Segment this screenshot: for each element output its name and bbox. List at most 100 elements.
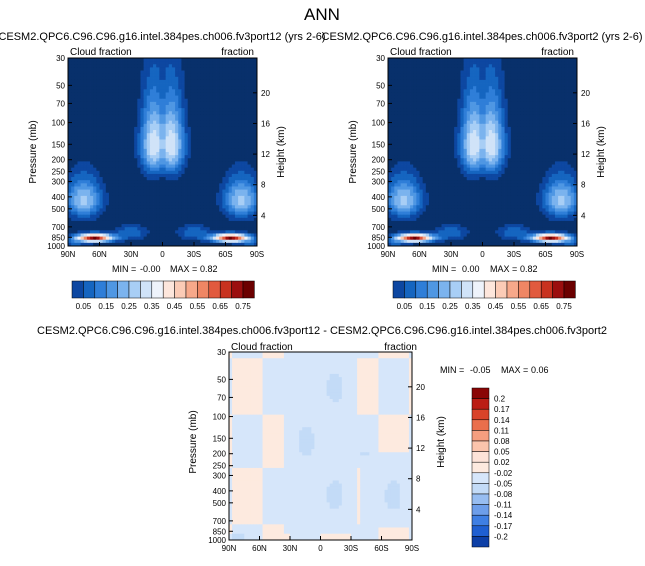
heatmap-cell [147, 143, 151, 147]
heatmap-cell [131, 233, 135, 237]
heatmap-cell [232, 155, 236, 159]
heatmap-cell [420, 83, 424, 87]
heatmap-cell [150, 224, 154, 228]
heatmap-cell [122, 186, 126, 190]
heatmap-cell [156, 196, 160, 200]
heatmap-cell [222, 180, 226, 184]
heatmap-cell [137, 212, 141, 216]
x-tick-label: 90N [61, 250, 76, 259]
heatmap-cell [96, 237, 100, 241]
heatmap-cell [103, 89, 107, 93]
heatmap-cell [109, 102, 113, 106]
heatmap-cell [232, 118, 236, 122]
heatmap-cell [181, 149, 185, 153]
heatmap-cell [137, 89, 141, 93]
heatmap-cell [163, 171, 167, 175]
heatmap-cell [486, 105, 490, 109]
heatmap-cell [166, 205, 170, 209]
heatmap-cell [188, 183, 192, 187]
heatmap-cell [222, 143, 226, 147]
heatmap-cell [505, 71, 509, 75]
heatmap-cell [457, 102, 461, 106]
heatmap-cell [93, 237, 97, 241]
heatmap-cell [90, 233, 94, 237]
heatmap-cell [216, 149, 220, 153]
heatmap-cell [87, 130, 91, 134]
heatmap-cell [112, 218, 116, 222]
heatmap-cell [74, 111, 78, 115]
heatmap-cell [438, 96, 442, 100]
heatmap-cell [476, 121, 480, 125]
heatmap-cell [410, 124, 414, 128]
heatmap-cell [197, 237, 201, 241]
heatmap-cell [106, 230, 110, 234]
heatmap-cell [156, 240, 160, 244]
heatmap-cell [476, 111, 480, 115]
heatmap-cell [203, 108, 207, 112]
heatmap-cell [238, 149, 242, 153]
heatmap-cell [219, 155, 223, 159]
heatmap-cell [248, 233, 252, 237]
heatmap-cell [404, 89, 408, 93]
heatmap-cell [71, 199, 75, 203]
heatmap-cell [508, 67, 512, 71]
heatmap-cell [131, 177, 135, 181]
heatmap-cell [508, 102, 512, 106]
heatmap-cell [426, 77, 430, 81]
heatmap-cell [96, 67, 100, 71]
heatmap-cell [87, 71, 91, 75]
heatmap-cell [137, 177, 141, 181]
heatmap-cell [122, 165, 126, 169]
heatmap-cell [137, 152, 141, 156]
heatmap-cell [122, 127, 126, 131]
heatmap-cell [81, 218, 85, 222]
heatmap-cell [241, 149, 245, 153]
heatmap-cell [423, 77, 427, 81]
heatmap-cell [571, 67, 575, 71]
heatmap-cell [131, 190, 135, 194]
heatmap-cell [197, 183, 201, 187]
heatmap-cell [125, 237, 129, 241]
heatmap-cell [426, 67, 430, 71]
heatmap-cell [210, 155, 214, 159]
heatmap-cell [536, 111, 540, 115]
heatmap-cell [219, 133, 223, 137]
heatmap-cell [388, 99, 392, 103]
heatmap-cell [219, 171, 223, 175]
heatmap-cell [153, 96, 157, 100]
heatmap-cell [401, 58, 405, 62]
heatmap-cell [197, 218, 201, 222]
heatmap-cell [568, 89, 572, 93]
heatmap-cell [401, 64, 405, 68]
heatmap-cell [156, 152, 160, 156]
figure-title: ANN [304, 5, 340, 24]
heatmap-cell [451, 74, 455, 78]
heatmap-cell [93, 174, 97, 178]
heatmap-cell [464, 83, 468, 87]
heatmap-cell [100, 61, 104, 65]
heatmap-cell [435, 61, 439, 65]
heatmap-cell [185, 233, 189, 237]
heatmap-cell [423, 96, 427, 100]
heatmap-cell [498, 83, 502, 87]
heatmap-cell [486, 71, 490, 75]
heatmap-cell [169, 80, 173, 84]
heatmap-cell [103, 133, 107, 137]
heatmap-cell [235, 89, 239, 93]
heatmap-cell [103, 161, 107, 165]
heatmap-cell [216, 180, 220, 184]
heatmap-cell [172, 121, 176, 125]
heatmap-cell [87, 133, 91, 137]
heatmap-cell [486, 96, 490, 100]
heatmap-cell [501, 114, 505, 118]
heatmap-cell [473, 61, 477, 65]
heatmap-cell [460, 121, 464, 125]
heatmap-cell [109, 136, 113, 140]
heatmap-cell [185, 80, 189, 84]
heatmap-cell [103, 202, 107, 206]
heatmap-cell [470, 77, 474, 81]
heatmap-cell [87, 111, 91, 115]
heatmap-cell [137, 155, 141, 159]
heatmap-cell [144, 208, 148, 212]
heatmap-cell [533, 108, 537, 112]
